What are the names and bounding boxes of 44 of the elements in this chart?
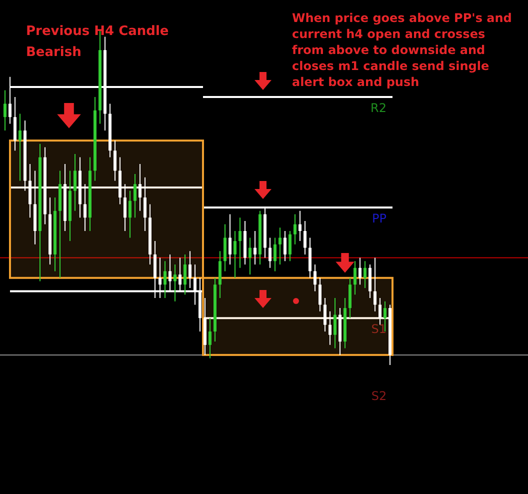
candlestick <box>238 217 242 268</box>
candlestick <box>228 214 232 265</box>
candlestick <box>248 237 252 276</box>
candlestick <box>334 298 336 349</box>
ref-line-label: S1 <box>371 322 386 336</box>
candlestick <box>358 257 362 286</box>
candlestick <box>384 300 386 332</box>
candlestick <box>368 264 372 298</box>
candlestick <box>294 214 296 245</box>
ref-line-label: R2 <box>370 101 386 115</box>
candlestick <box>208 318 212 359</box>
candlestick <box>354 260 356 296</box>
ref-line-label: PP <box>372 212 386 226</box>
candlestick <box>304 220 306 255</box>
candlestick <box>114 140 116 182</box>
candlestick <box>134 174 136 218</box>
candlestick <box>174 264 176 302</box>
candlestick <box>374 257 376 312</box>
candlestick <box>128 190 132 238</box>
candlestick <box>14 96 16 152</box>
candlestick <box>308 237 312 278</box>
candlestick <box>284 230 286 262</box>
candlestick <box>364 260 366 288</box>
candlestick <box>278 227 282 265</box>
annotation: Previous H4 Candle Bearish <box>26 24 169 60</box>
candlestick <box>268 237 272 268</box>
annotation: When price goes above PP's and current h4 open and crosses from above to downside and closes m1 candle send single alert box and push <box>292 11 512 89</box>
candlestick <box>274 237 276 272</box>
candlestick <box>184 254 186 296</box>
candlestick <box>74 153 76 212</box>
candlestick <box>298 210 302 242</box>
candlestick <box>314 264 316 292</box>
candlestick <box>4 90 6 131</box>
candlestick <box>218 250 222 298</box>
candlestick <box>288 230 292 262</box>
candlestick <box>224 224 226 272</box>
text: S2 <box>371 389 387 403</box>
candlestick <box>348 277 352 319</box>
candlestick <box>234 230 236 278</box>
candlestick <box>164 260 166 298</box>
candlestick <box>18 113 22 182</box>
candlestick <box>318 277 322 312</box>
candlestick <box>254 230 256 265</box>
candlestick <box>188 250 192 288</box>
